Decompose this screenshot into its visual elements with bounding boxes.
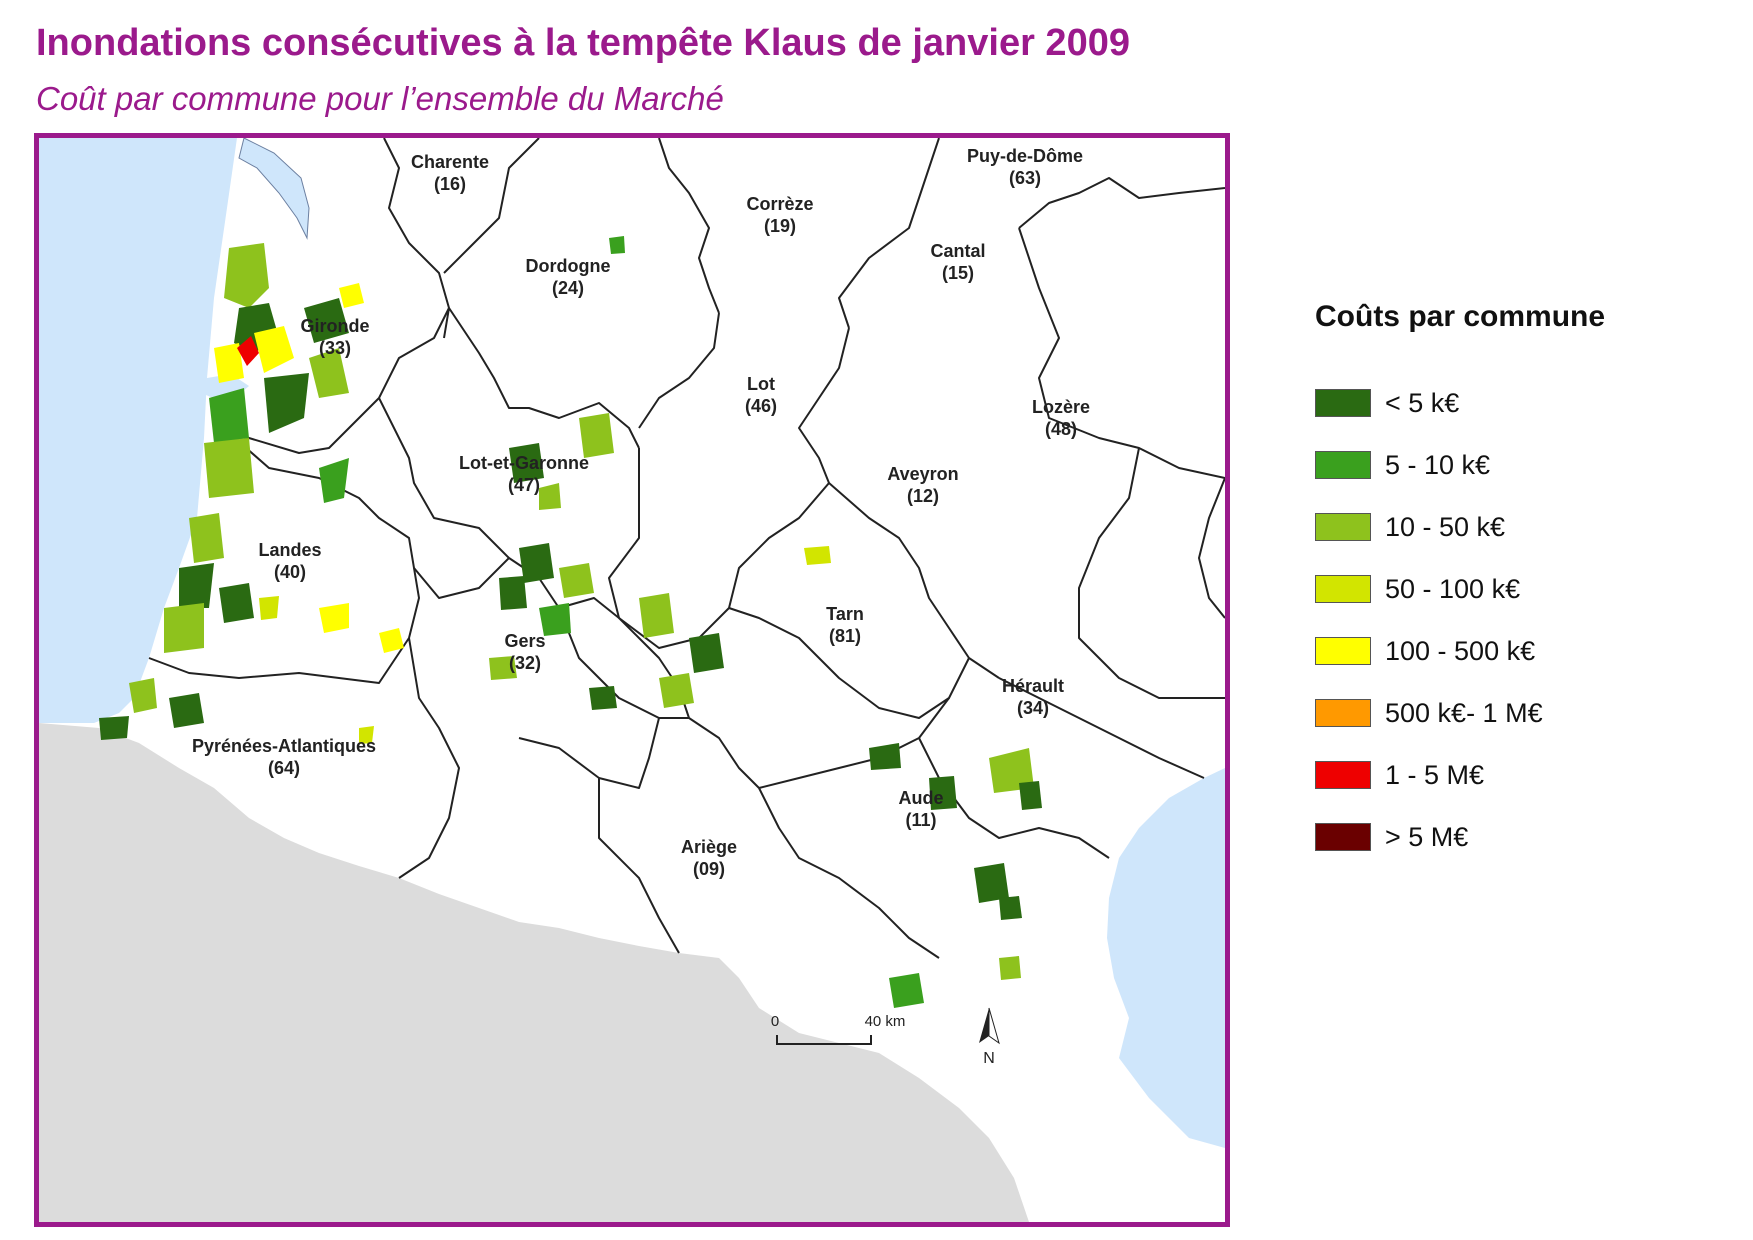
dept-pyrenees-atlantiques-name: Pyrénées-Atlantiques (192, 736, 376, 756)
dept-correze-name: Corrèze (746, 194, 813, 214)
legend-swatch (1315, 575, 1371, 603)
legend-swatch (1315, 389, 1371, 417)
dept-lot-code: (46) (745, 396, 777, 416)
legend-item: 500 k€- 1 M€ (1315, 682, 1735, 744)
dept-aveyron-name: Aveyron (887, 464, 958, 484)
dept-pyrenees-atlantiques-code: (64) (268, 758, 300, 778)
dept-herault-name: Hérault (1002, 676, 1064, 696)
dept-gers-code: (32) (509, 653, 541, 673)
dept-aude-code: (11) (905, 810, 936, 830)
dept-aude-name: Aude (899, 788, 944, 808)
atlantic-ocean (39, 138, 237, 723)
legend-item: 100 - 500 k€ (1315, 620, 1735, 682)
legend-item: 50 - 100 k€ (1315, 558, 1735, 620)
dept-ariege-name: Ariège (681, 837, 737, 857)
dept-gironde-code: (33) (319, 338, 351, 358)
legend-label: 50 - 100 k€ (1385, 573, 1521, 604)
legend-item: 1 - 5 M€ (1315, 744, 1735, 806)
dept-charente-name: Charente (411, 152, 489, 172)
dept-cantal-code: (15) (942, 263, 974, 283)
legend-label: 100 - 500 k€ (1385, 635, 1536, 666)
dept-tarn-name: Tarn (826, 604, 864, 624)
dept-landes-name: Landes (258, 540, 321, 560)
legend-swatch (1315, 513, 1371, 541)
dept-charente-code: (16) (434, 174, 466, 194)
legend-label: < 5 k€ (1385, 387, 1460, 418)
gironde-estuary (238, 138, 310, 240)
map-legend: Coûts par commune < 5 k€ 5 - 10 k€ 10 - … (1315, 300, 1735, 868)
dept-ariege-code: (09) (693, 859, 725, 879)
dept-gironde-name: Gironde (300, 316, 369, 336)
dept-lozere-name: Lozère (1032, 397, 1090, 417)
dept-aveyron-code: (12) (907, 486, 939, 506)
legend-swatch (1315, 699, 1371, 727)
dept-lot-et-garonne-code: (47) (508, 475, 540, 495)
mediterranean-sea (1107, 768, 1225, 1148)
dept-dordogne-code: (24) (552, 278, 584, 298)
scale-bar-end: 40 km (865, 1013, 906, 1030)
dept-lozere-code: (48) (1045, 419, 1077, 439)
scale-bar-start: 0 (771, 1013, 779, 1030)
dept-cantal-name: Cantal (930, 241, 985, 261)
department-boundaries (148, 138, 1225, 959)
map-title: Inondations consécutives à la tempête Kl… (36, 22, 1130, 64)
spain-area (39, 723, 1029, 1222)
legend-label: 5 - 10 k€ (1385, 449, 1491, 480)
legend-swatch (1315, 823, 1371, 851)
legend-swatch (1315, 637, 1371, 665)
north-arrow-label: N (983, 1050, 995, 1067)
dept-herault-code: (34) (1017, 698, 1049, 718)
map-subtitle: Coût par commune pour l’ensemble du Marc… (36, 80, 724, 117)
dept-lot-et-garonne-name: Lot-et-Garonne (459, 453, 589, 473)
legend-label: 1 - 5 M€ (1385, 759, 1485, 790)
dept-lot-name: Lot (747, 374, 775, 394)
legend-item: > 5 M€ (1315, 806, 1735, 868)
legend-list: < 5 k€ 5 - 10 k€ 10 - 50 k€ 50 - 100 k€ … (1315, 372, 1735, 868)
legend-item: 10 - 50 k€ (1315, 496, 1735, 558)
dept-landes-code: (40) (274, 562, 306, 582)
dept-tarn-code: (81) (829, 626, 861, 646)
legend-label: > 5 M€ (1385, 821, 1469, 852)
scale-bar: 0 40 km (771, 1013, 906, 1045)
commune-patches (99, 236, 1042, 1008)
legend-item: < 5 k€ (1315, 372, 1735, 434)
legend-label: 500 k€- 1 M€ (1385, 697, 1543, 728)
legend-item: 5 - 10 k€ (1315, 434, 1735, 496)
legend-swatch (1315, 761, 1371, 789)
north-arrow-icon: N (979, 1007, 1000, 1067)
map-svg: Charente (16) Puy-de-Dôme (63) Corrèze (… (39, 138, 1225, 1222)
dept-dordogne-name: Dordogne (526, 256, 611, 276)
legend-label: 10 - 50 k€ (1385, 511, 1506, 542)
dept-puy-de-dome-name: Puy-de-Dôme (967, 146, 1083, 166)
dept-correze-code: (19) (764, 216, 796, 236)
legend-swatch (1315, 451, 1371, 479)
dept-puy-de-dome-code: (63) (1009, 168, 1041, 188)
dept-gers-name: Gers (504, 631, 545, 651)
map-frame: Charente (16) Puy-de-Dôme (63) Corrèze (… (34, 133, 1230, 1227)
legend-title: Coûts par commune (1315, 300, 1606, 333)
